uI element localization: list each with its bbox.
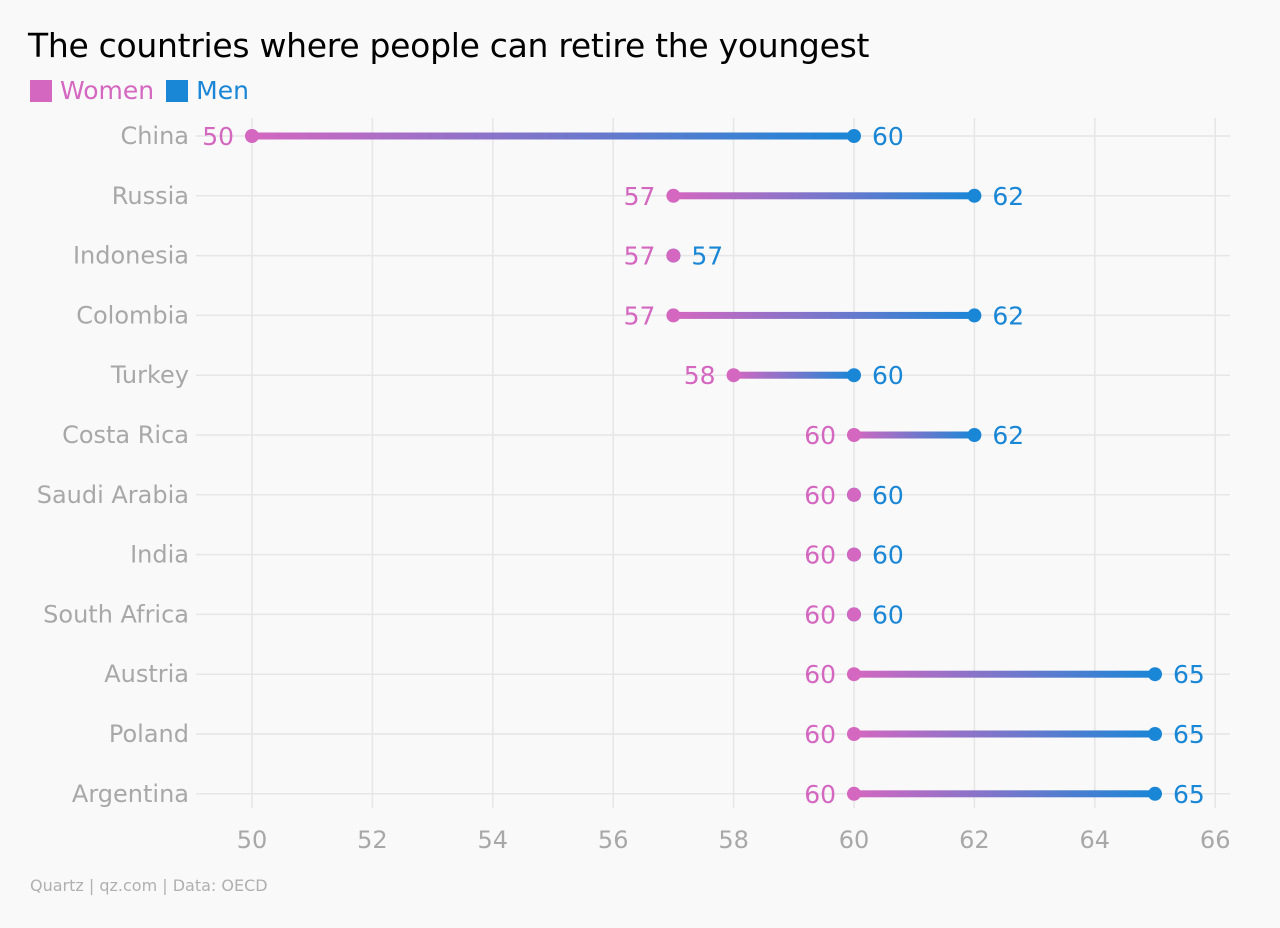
women-value-label: 60 xyxy=(804,720,836,749)
women-point xyxy=(847,428,861,442)
dumbbell-bar xyxy=(673,192,975,200)
women-point xyxy=(726,368,741,383)
men-value-label: 57 xyxy=(691,242,723,271)
women-value-label: 60 xyxy=(804,780,836,809)
dumbbell-bar xyxy=(252,132,854,140)
women-value-label: 58 xyxy=(684,361,716,390)
category-label: Colombia xyxy=(76,301,189,329)
x-tick-label: 56 xyxy=(598,826,629,854)
source-note: Quartz | qz.com | Data: OECD xyxy=(30,876,268,895)
dumbbell-bar xyxy=(854,730,1155,738)
men-point xyxy=(967,428,982,442)
women-value-label: 60 xyxy=(804,541,836,570)
men-point xyxy=(847,368,861,383)
category-label: Turkey xyxy=(110,361,189,389)
women-point xyxy=(847,547,861,562)
women-point xyxy=(847,786,861,801)
legend: Women Men xyxy=(30,76,261,105)
women-point xyxy=(847,607,861,622)
dumbbell-bar xyxy=(854,431,975,439)
women-value-label: 60 xyxy=(804,481,836,510)
legend-label-men: Men xyxy=(196,76,249,105)
dumbbell-bar xyxy=(854,790,1155,798)
men-point xyxy=(1148,667,1162,682)
category-label: China xyxy=(120,122,189,150)
x-tick-label: 52 xyxy=(357,826,388,854)
men-value-label: 60 xyxy=(872,361,904,390)
legend-item-men: Men xyxy=(166,76,249,105)
x-tick-label: 66 xyxy=(1200,826,1231,854)
category-label: South Africa xyxy=(43,600,189,628)
men-value-label: 65 xyxy=(1173,720,1205,749)
men-value-label: 62 xyxy=(992,301,1024,330)
x-tick-label: 62 xyxy=(959,826,990,854)
legend-item-women: Women xyxy=(30,76,154,105)
category-label: Argentina xyxy=(72,780,189,808)
men-value-label: 62 xyxy=(992,421,1024,450)
women-point xyxy=(245,129,259,143)
category-label: India xyxy=(130,541,189,569)
men-value-label: 60 xyxy=(872,541,904,570)
chart-title: The countries where people can retire th… xyxy=(28,26,870,65)
x-tick-label: 50 xyxy=(237,826,268,854)
x-tick-label: 58 xyxy=(718,826,749,854)
dumbbell-bar xyxy=(673,311,975,319)
category-label: Indonesia xyxy=(73,242,189,270)
legend-label-women: Women xyxy=(60,76,155,105)
women-point xyxy=(666,248,681,263)
category-label: Costa Rica xyxy=(62,421,189,449)
women-point xyxy=(847,667,861,682)
men-value-label: 60 xyxy=(872,481,904,510)
x-tick-label: 60 xyxy=(839,826,870,854)
category-label: Austria xyxy=(104,660,189,688)
men-point xyxy=(1148,727,1162,741)
men-value-label: 60 xyxy=(872,600,904,629)
women-point xyxy=(847,727,861,741)
men-value-label: 60 xyxy=(872,122,904,151)
category-label: Saudi Arabia xyxy=(37,481,189,509)
men-value-label: 62 xyxy=(992,182,1024,211)
men-point xyxy=(967,188,982,203)
women-point xyxy=(666,308,681,323)
legend-swatch-men xyxy=(166,79,189,102)
women-point xyxy=(666,188,681,203)
category-label: Poland xyxy=(109,720,189,748)
dumbbell-bar xyxy=(854,670,1155,678)
men-point xyxy=(967,308,982,323)
women-value-label: 50 xyxy=(202,122,234,151)
category-label: Russia xyxy=(112,182,189,210)
dumbbell-bar xyxy=(733,371,854,379)
women-value-label: 57 xyxy=(624,182,656,211)
women-value-label: 60 xyxy=(804,421,836,450)
men-point xyxy=(847,129,861,143)
x-tick-label: 54 xyxy=(478,826,509,854)
women-point xyxy=(847,487,861,502)
legend-swatch-women xyxy=(30,79,52,102)
women-value-label: 57 xyxy=(624,301,656,330)
women-value-label: 60 xyxy=(804,600,836,629)
x-tick-label: 64 xyxy=(1080,826,1111,854)
men-value-label: 65 xyxy=(1173,660,1205,689)
women-value-label: 57 xyxy=(624,242,656,271)
men-point xyxy=(1148,786,1162,801)
men-value-label: 65 xyxy=(1173,780,1205,809)
women-value-label: 60 xyxy=(804,660,836,689)
